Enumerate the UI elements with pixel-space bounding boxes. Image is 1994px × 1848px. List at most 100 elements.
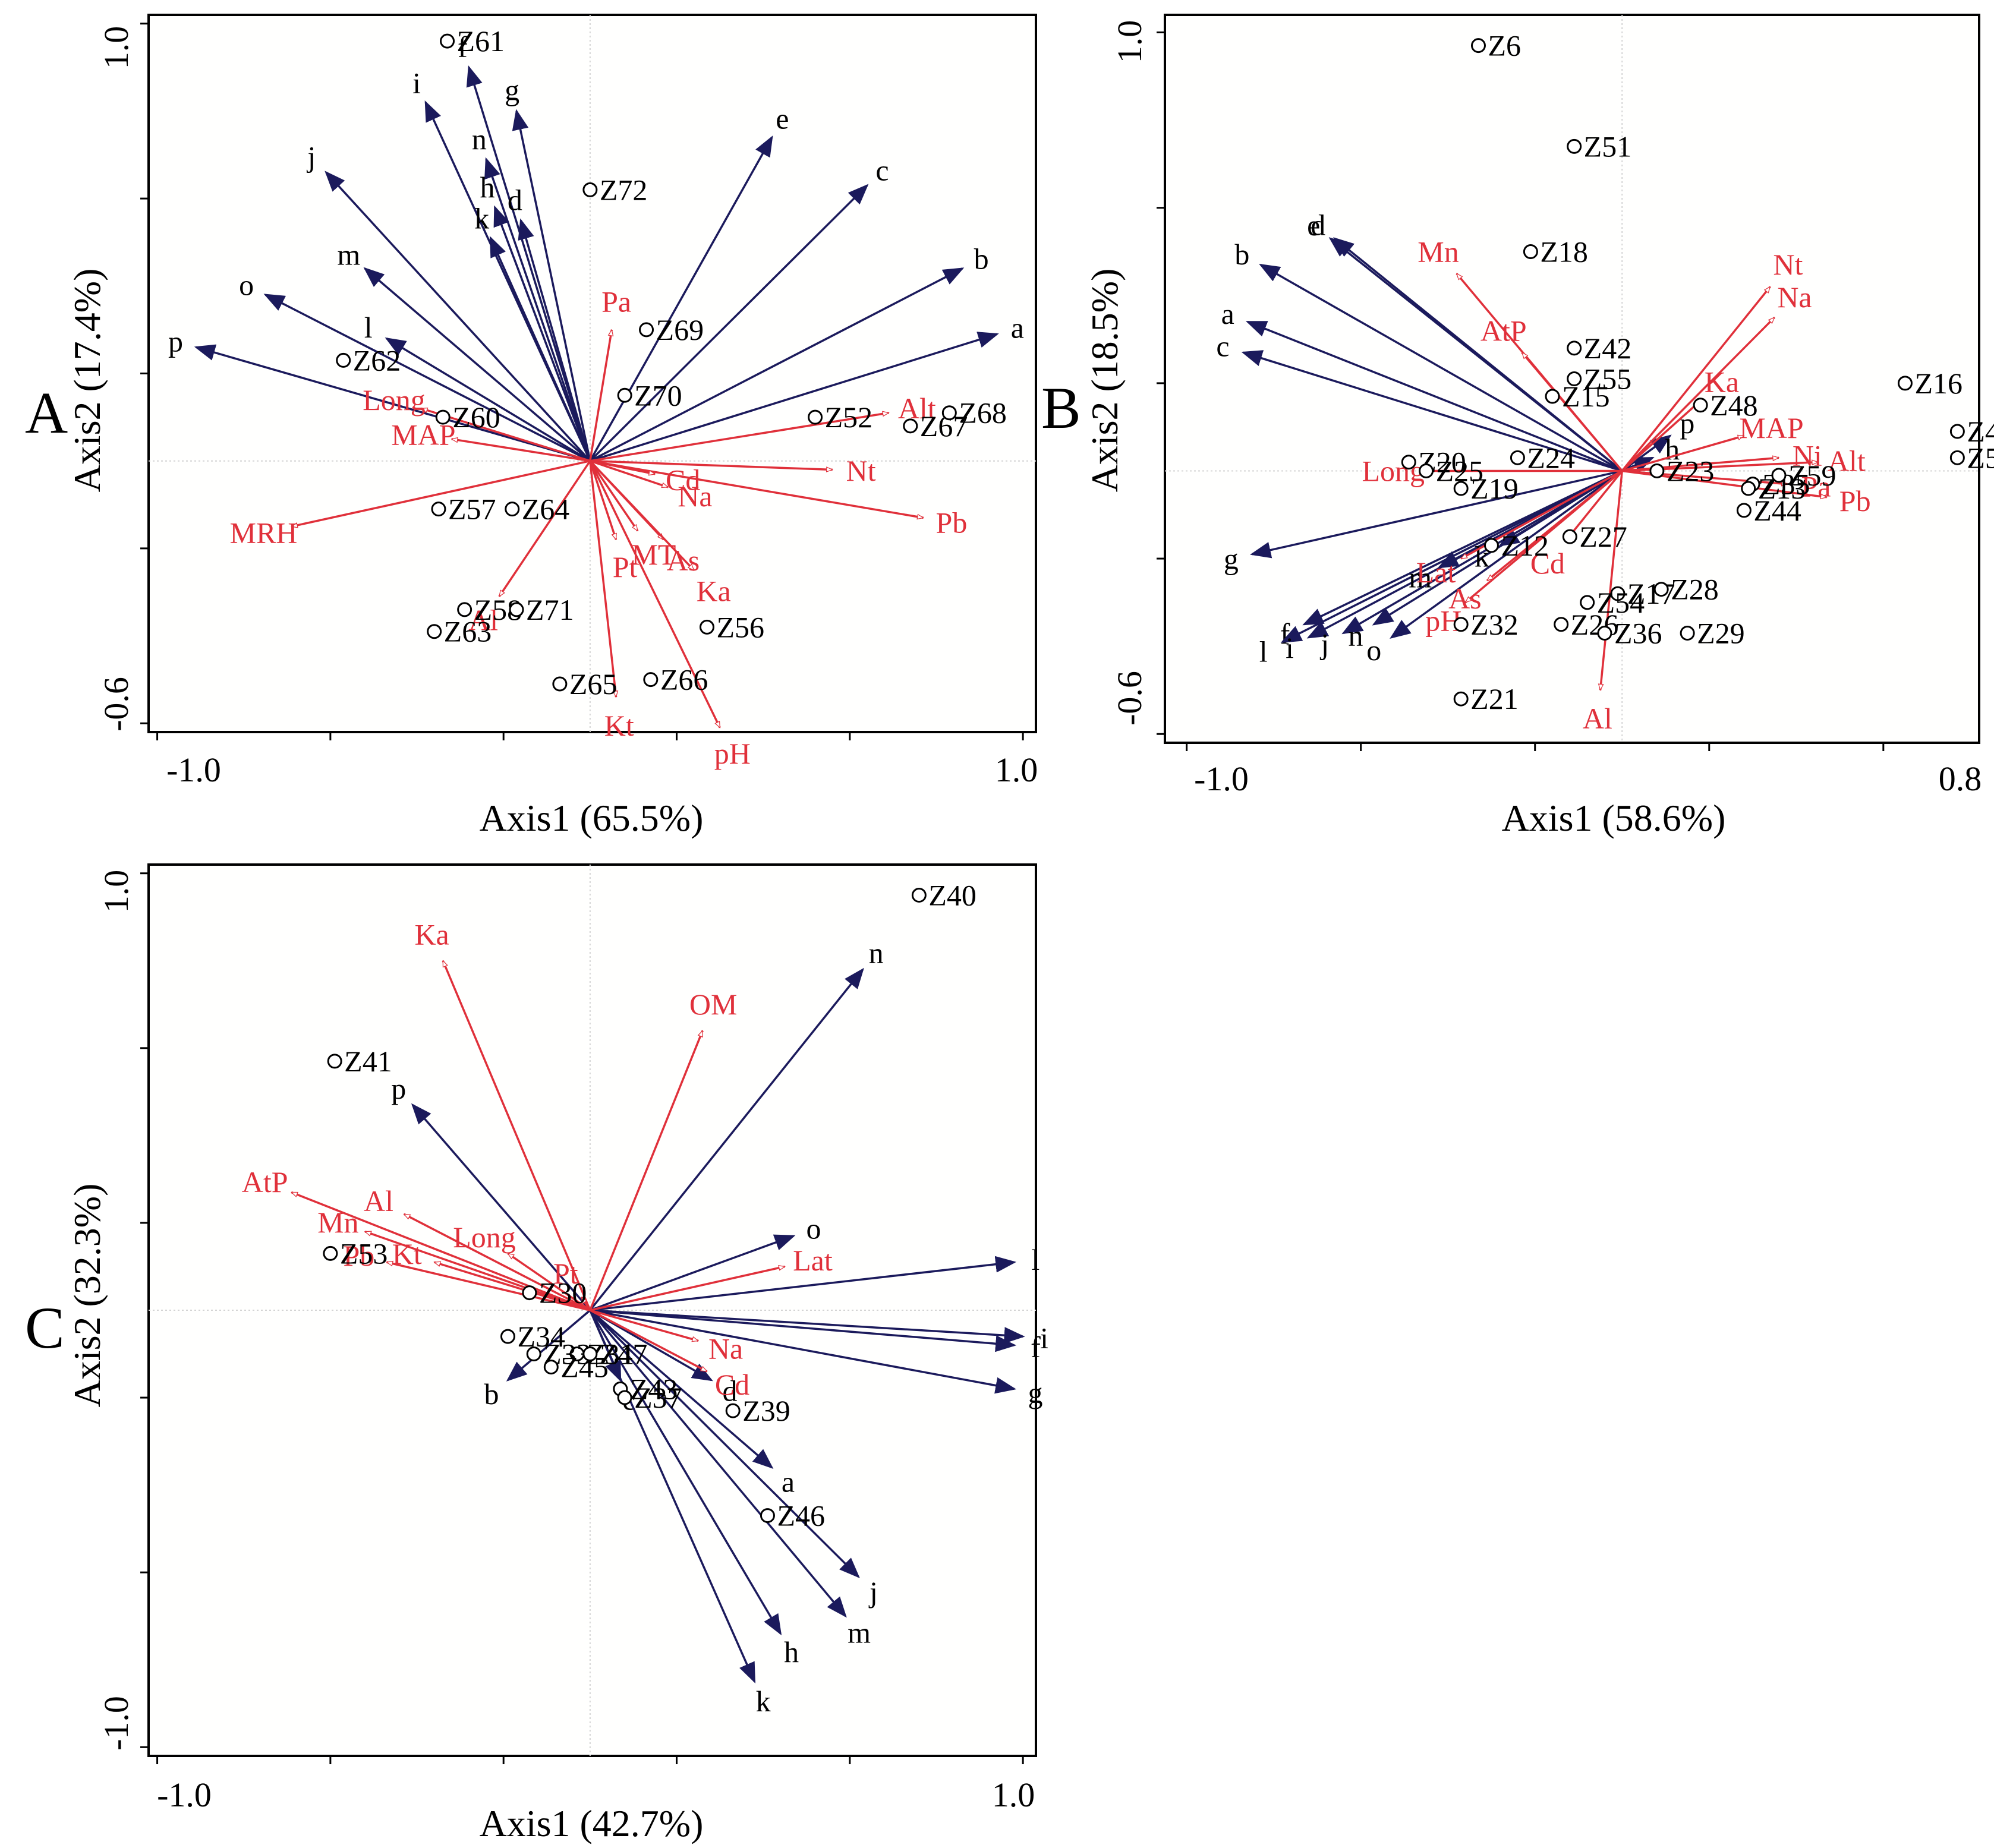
site-point bbox=[431, 502, 446, 517]
species-label: h bbox=[480, 171, 494, 204]
panel-c-y-label: Axis2 (32.3%) bbox=[66, 1184, 108, 1408]
site-point bbox=[1510, 450, 1525, 465]
variable-arrow bbox=[590, 459, 833, 470]
site-point bbox=[336, 352, 351, 368]
site-point bbox=[1580, 595, 1595, 610]
site-point bbox=[1771, 468, 1787, 483]
variable-label: MT bbox=[631, 538, 676, 571]
species-label: l bbox=[364, 311, 373, 344]
variable-label: Kt bbox=[604, 709, 634, 742]
species-arrow bbox=[589, 135, 773, 462]
site-label: Z66 bbox=[660, 663, 708, 696]
species-arrow bbox=[1241, 350, 1623, 472]
variable-arrow bbox=[589, 461, 616, 697]
species-label: b bbox=[1234, 238, 1249, 271]
site-point bbox=[699, 619, 714, 635]
variable-label: Ka bbox=[697, 574, 731, 607]
variable-arrow bbox=[590, 1309, 698, 1341]
site-point bbox=[543, 1360, 559, 1375]
panel-b-x-tick-left: -1.0 bbox=[1194, 759, 1249, 798]
variable-label: Nt bbox=[1773, 248, 1803, 281]
variable-arrow bbox=[590, 1309, 707, 1373]
species-arrow bbox=[590, 1234, 796, 1311]
variable-label: Lat bbox=[793, 1244, 833, 1277]
panel-b-x-tick-right: 0.8 bbox=[1939, 759, 1982, 798]
species-label: a bbox=[782, 1465, 795, 1498]
site-label: Z48 bbox=[1710, 389, 1758, 422]
site-point bbox=[552, 676, 568, 692]
site-point bbox=[1680, 626, 1695, 641]
site-point bbox=[500, 1329, 515, 1344]
variable-label: Pt bbox=[553, 1257, 578, 1290]
variable-arrow bbox=[590, 1266, 785, 1311]
species-arrow bbox=[411, 1103, 591, 1311]
site-point bbox=[526, 1346, 541, 1362]
species-arrow bbox=[589, 1310, 782, 1636]
site-point bbox=[1567, 371, 1582, 386]
species-arrow bbox=[1259, 263, 1623, 472]
site-point bbox=[1401, 455, 1416, 470]
species-label: b bbox=[484, 1377, 499, 1411]
variable-label: AtP bbox=[242, 1165, 288, 1199]
site-label: Z50 bbox=[1967, 441, 1994, 474]
site-label: Z65 bbox=[569, 667, 618, 701]
site-label: Z18 bbox=[1540, 235, 1588, 268]
site-point bbox=[760, 1508, 775, 1524]
variable-arrow bbox=[404, 1213, 591, 1311]
site-label: Z56 bbox=[716, 610, 764, 644]
variable-label: Na bbox=[678, 480, 712, 513]
variable-label: Na bbox=[1777, 280, 1812, 314]
species-label: o bbox=[806, 1212, 821, 1245]
site-label: Z70 bbox=[634, 379, 682, 412]
panel-c-x-tick-right: 1.0 bbox=[992, 1776, 1035, 1814]
site-label: Z35 bbox=[1762, 468, 1810, 501]
variable-arrow bbox=[1621, 287, 1771, 472]
site-point bbox=[1554, 617, 1569, 632]
site-label: Z36 bbox=[1614, 617, 1662, 650]
site-label: Z40 bbox=[928, 878, 976, 912]
site-label: Z41 bbox=[344, 1045, 392, 1078]
site-label: Z32 bbox=[1470, 608, 1519, 641]
variable-label: OM bbox=[689, 988, 738, 1021]
site-point bbox=[1483, 538, 1499, 553]
site-point bbox=[1693, 398, 1708, 413]
panel-c-plot: npolifgdbcajmhkKaOMAtPAlMnLongPtPbKtLatN… bbox=[140, 865, 1048, 1764]
species-arrow bbox=[590, 1309, 1025, 1344]
variable-arrow bbox=[434, 1261, 591, 1311]
site-label: Z27 bbox=[1579, 520, 1627, 553]
variable-label: Mn bbox=[317, 1206, 358, 1239]
variable-label: Ni bbox=[1793, 439, 1822, 472]
variable-label: Al bbox=[1583, 702, 1612, 735]
species-arrow bbox=[590, 332, 999, 462]
variable-label: MAP bbox=[1739, 411, 1803, 444]
site-point bbox=[725, 1403, 741, 1418]
site-label: Z62 bbox=[353, 343, 401, 377]
species-label: n bbox=[472, 122, 487, 156]
panel-a-y-tick-top: 1.0 bbox=[97, 26, 136, 70]
species-label: a bbox=[1221, 297, 1234, 330]
panel-b-y-tick-top: 1.0 bbox=[1110, 20, 1149, 64]
species-arrow bbox=[493, 205, 591, 462]
variable-label: Na bbox=[708, 1332, 743, 1365]
species-arrow bbox=[363, 267, 591, 462]
site-point bbox=[323, 1245, 338, 1261]
species-label: c bbox=[875, 154, 889, 187]
site-label: Z30 bbox=[539, 1276, 587, 1310]
variable-label: Al bbox=[468, 604, 498, 637]
site-point bbox=[1419, 463, 1434, 478]
variable-arrow bbox=[589, 461, 618, 540]
panel-a-x-tick-right: 1.0 bbox=[995, 750, 1038, 789]
site-point bbox=[582, 1346, 598, 1362]
site-label: Z39 bbox=[742, 1394, 790, 1427]
species-arrow bbox=[589, 1309, 860, 1578]
site-label: Z12 bbox=[1501, 529, 1549, 562]
species-arrow bbox=[194, 344, 591, 462]
site-label: Z49 bbox=[1967, 415, 1994, 448]
variable-label: Cd bbox=[715, 1368, 749, 1401]
site-point bbox=[1897, 376, 1913, 391]
site-label: Z61 bbox=[457, 24, 505, 58]
site-point bbox=[639, 322, 654, 338]
variable-arrow bbox=[1622, 469, 1787, 484]
